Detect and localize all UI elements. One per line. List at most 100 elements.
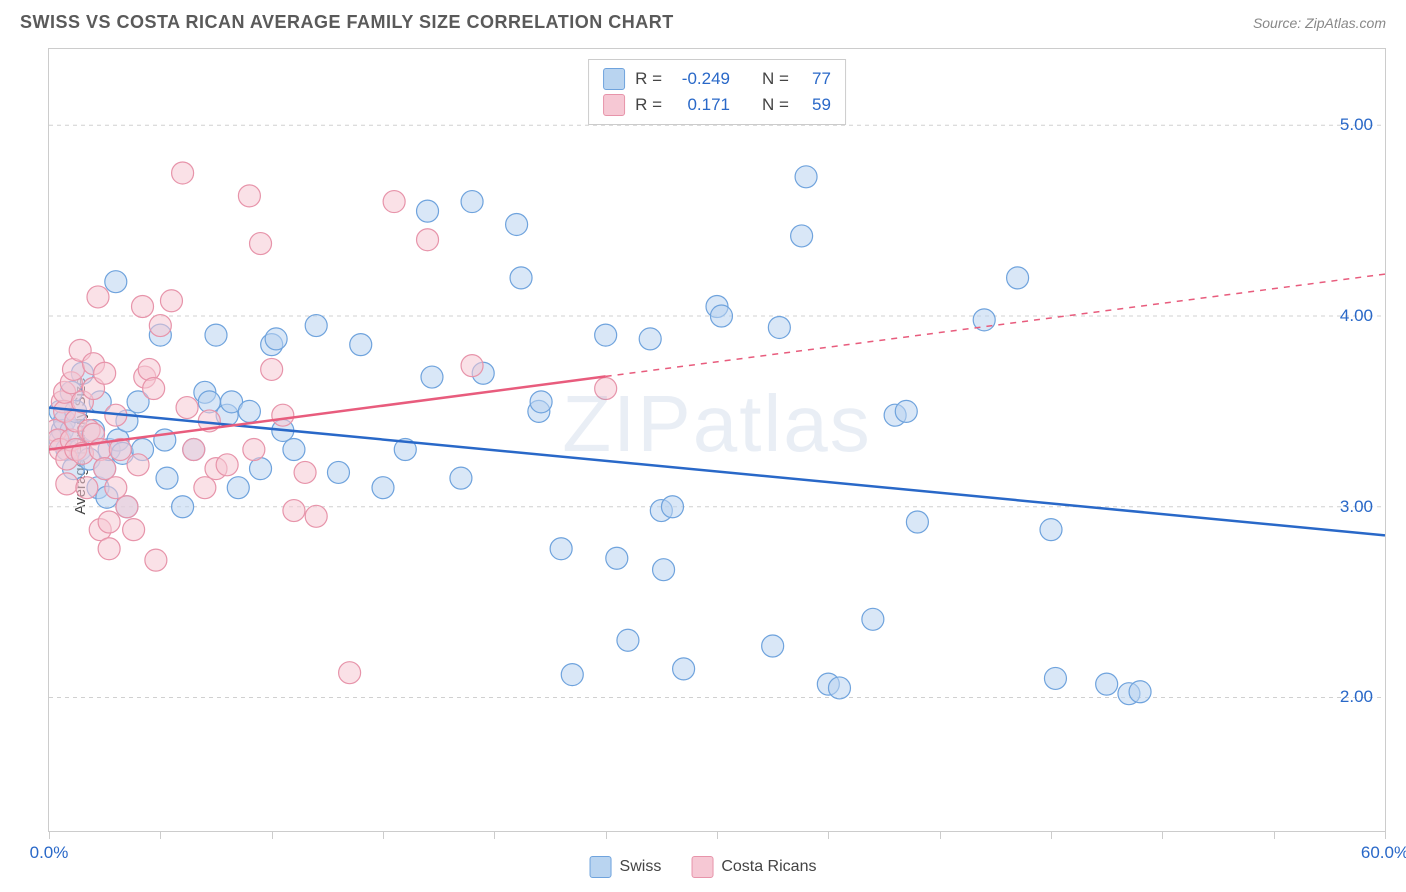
data-point [339,662,361,684]
correlation-legend: R =-0.249N =77R =0.171N =59 [588,59,846,125]
data-point [417,200,439,222]
series-legend-item: Costa Ricans [691,856,816,878]
data-point [372,477,394,499]
legend-r-value: 0.171 [672,95,730,115]
data-point [172,496,194,518]
x-tick-label: 60.0% [1361,843,1406,863]
data-point [595,324,617,346]
data-point [94,362,116,384]
data-point [417,229,439,251]
data-point [238,400,260,422]
data-point [639,328,661,350]
series-name: Swiss [620,858,662,876]
data-point [673,658,695,680]
x-tick [1385,831,1386,839]
y-tick-label: 5.00 [1340,115,1373,135]
data-point [176,397,198,419]
data-point [272,404,294,426]
x-tick [717,831,718,839]
data-point [510,267,532,289]
data-point [283,500,305,522]
data-point [595,378,617,400]
data-point [94,458,116,480]
data-point [105,477,127,499]
x-tick [272,831,273,839]
legend-r-value: -0.249 [672,69,730,89]
x-tick [160,831,161,839]
x-tick [494,831,495,839]
data-point [76,477,98,499]
data-point [261,358,283,380]
series-legend-item: Swiss [590,856,662,878]
data-point [149,315,171,337]
data-point [1007,267,1029,289]
data-point [283,439,305,461]
data-point [194,477,216,499]
data-point [183,439,205,461]
data-point [710,305,732,327]
scatter-plot-svg [49,49,1385,831]
legend-n-value: 77 [799,69,831,89]
data-point [350,334,372,356]
data-point [895,400,917,422]
y-tick-label: 3.00 [1340,497,1373,517]
data-point [123,519,145,541]
legend-swatch [603,94,625,116]
data-point [116,496,138,518]
chart-title: SWISS VS COSTA RICAN AVERAGE FAMILY SIZE… [20,12,674,33]
data-point [105,271,127,293]
legend-swatch [691,856,713,878]
data-point [550,538,572,560]
data-point [506,213,528,235]
data-point [1040,519,1062,541]
data-point [1044,667,1066,689]
data-point [172,162,194,184]
data-point [143,378,165,400]
data-point [205,324,227,346]
series-name: Costa Ricans [721,858,816,876]
data-point [768,316,790,338]
data-point [795,166,817,188]
data-point [450,467,472,489]
data-point [327,461,349,483]
x-tick [606,831,607,839]
data-point [661,496,683,518]
data-point [127,454,149,476]
x-tick [940,831,941,839]
data-point [98,511,120,533]
legend-swatch [590,856,612,878]
data-point [862,608,884,630]
data-point [156,467,178,489]
data-point [461,355,483,377]
data-point [98,538,120,560]
x-tick-label: 0.0% [30,843,69,863]
data-point [87,286,109,308]
x-tick [1274,831,1275,839]
x-tick [828,831,829,839]
data-point [791,225,813,247]
legend-n-label: N = [762,95,789,115]
data-point [1096,673,1118,695]
data-point [250,233,272,255]
data-point [606,547,628,569]
series-legend: Swiss Costa Ricans [590,856,817,878]
x-tick [49,831,50,839]
data-point [145,549,167,571]
legend-swatch [603,68,625,90]
data-point [294,461,316,483]
data-point [227,477,249,499]
data-point [561,664,583,686]
data-point [216,454,238,476]
legend-n-value: 59 [799,95,831,115]
legend-row: R =-0.249N =77 [603,66,831,92]
data-point [383,191,405,213]
data-point [653,559,675,581]
data-point [906,511,928,533]
data-point [138,358,160,380]
data-point [461,191,483,213]
y-tick-label: 2.00 [1340,687,1373,707]
data-point [305,315,327,337]
data-point [243,439,265,461]
x-tick [383,831,384,839]
data-point [530,391,552,413]
